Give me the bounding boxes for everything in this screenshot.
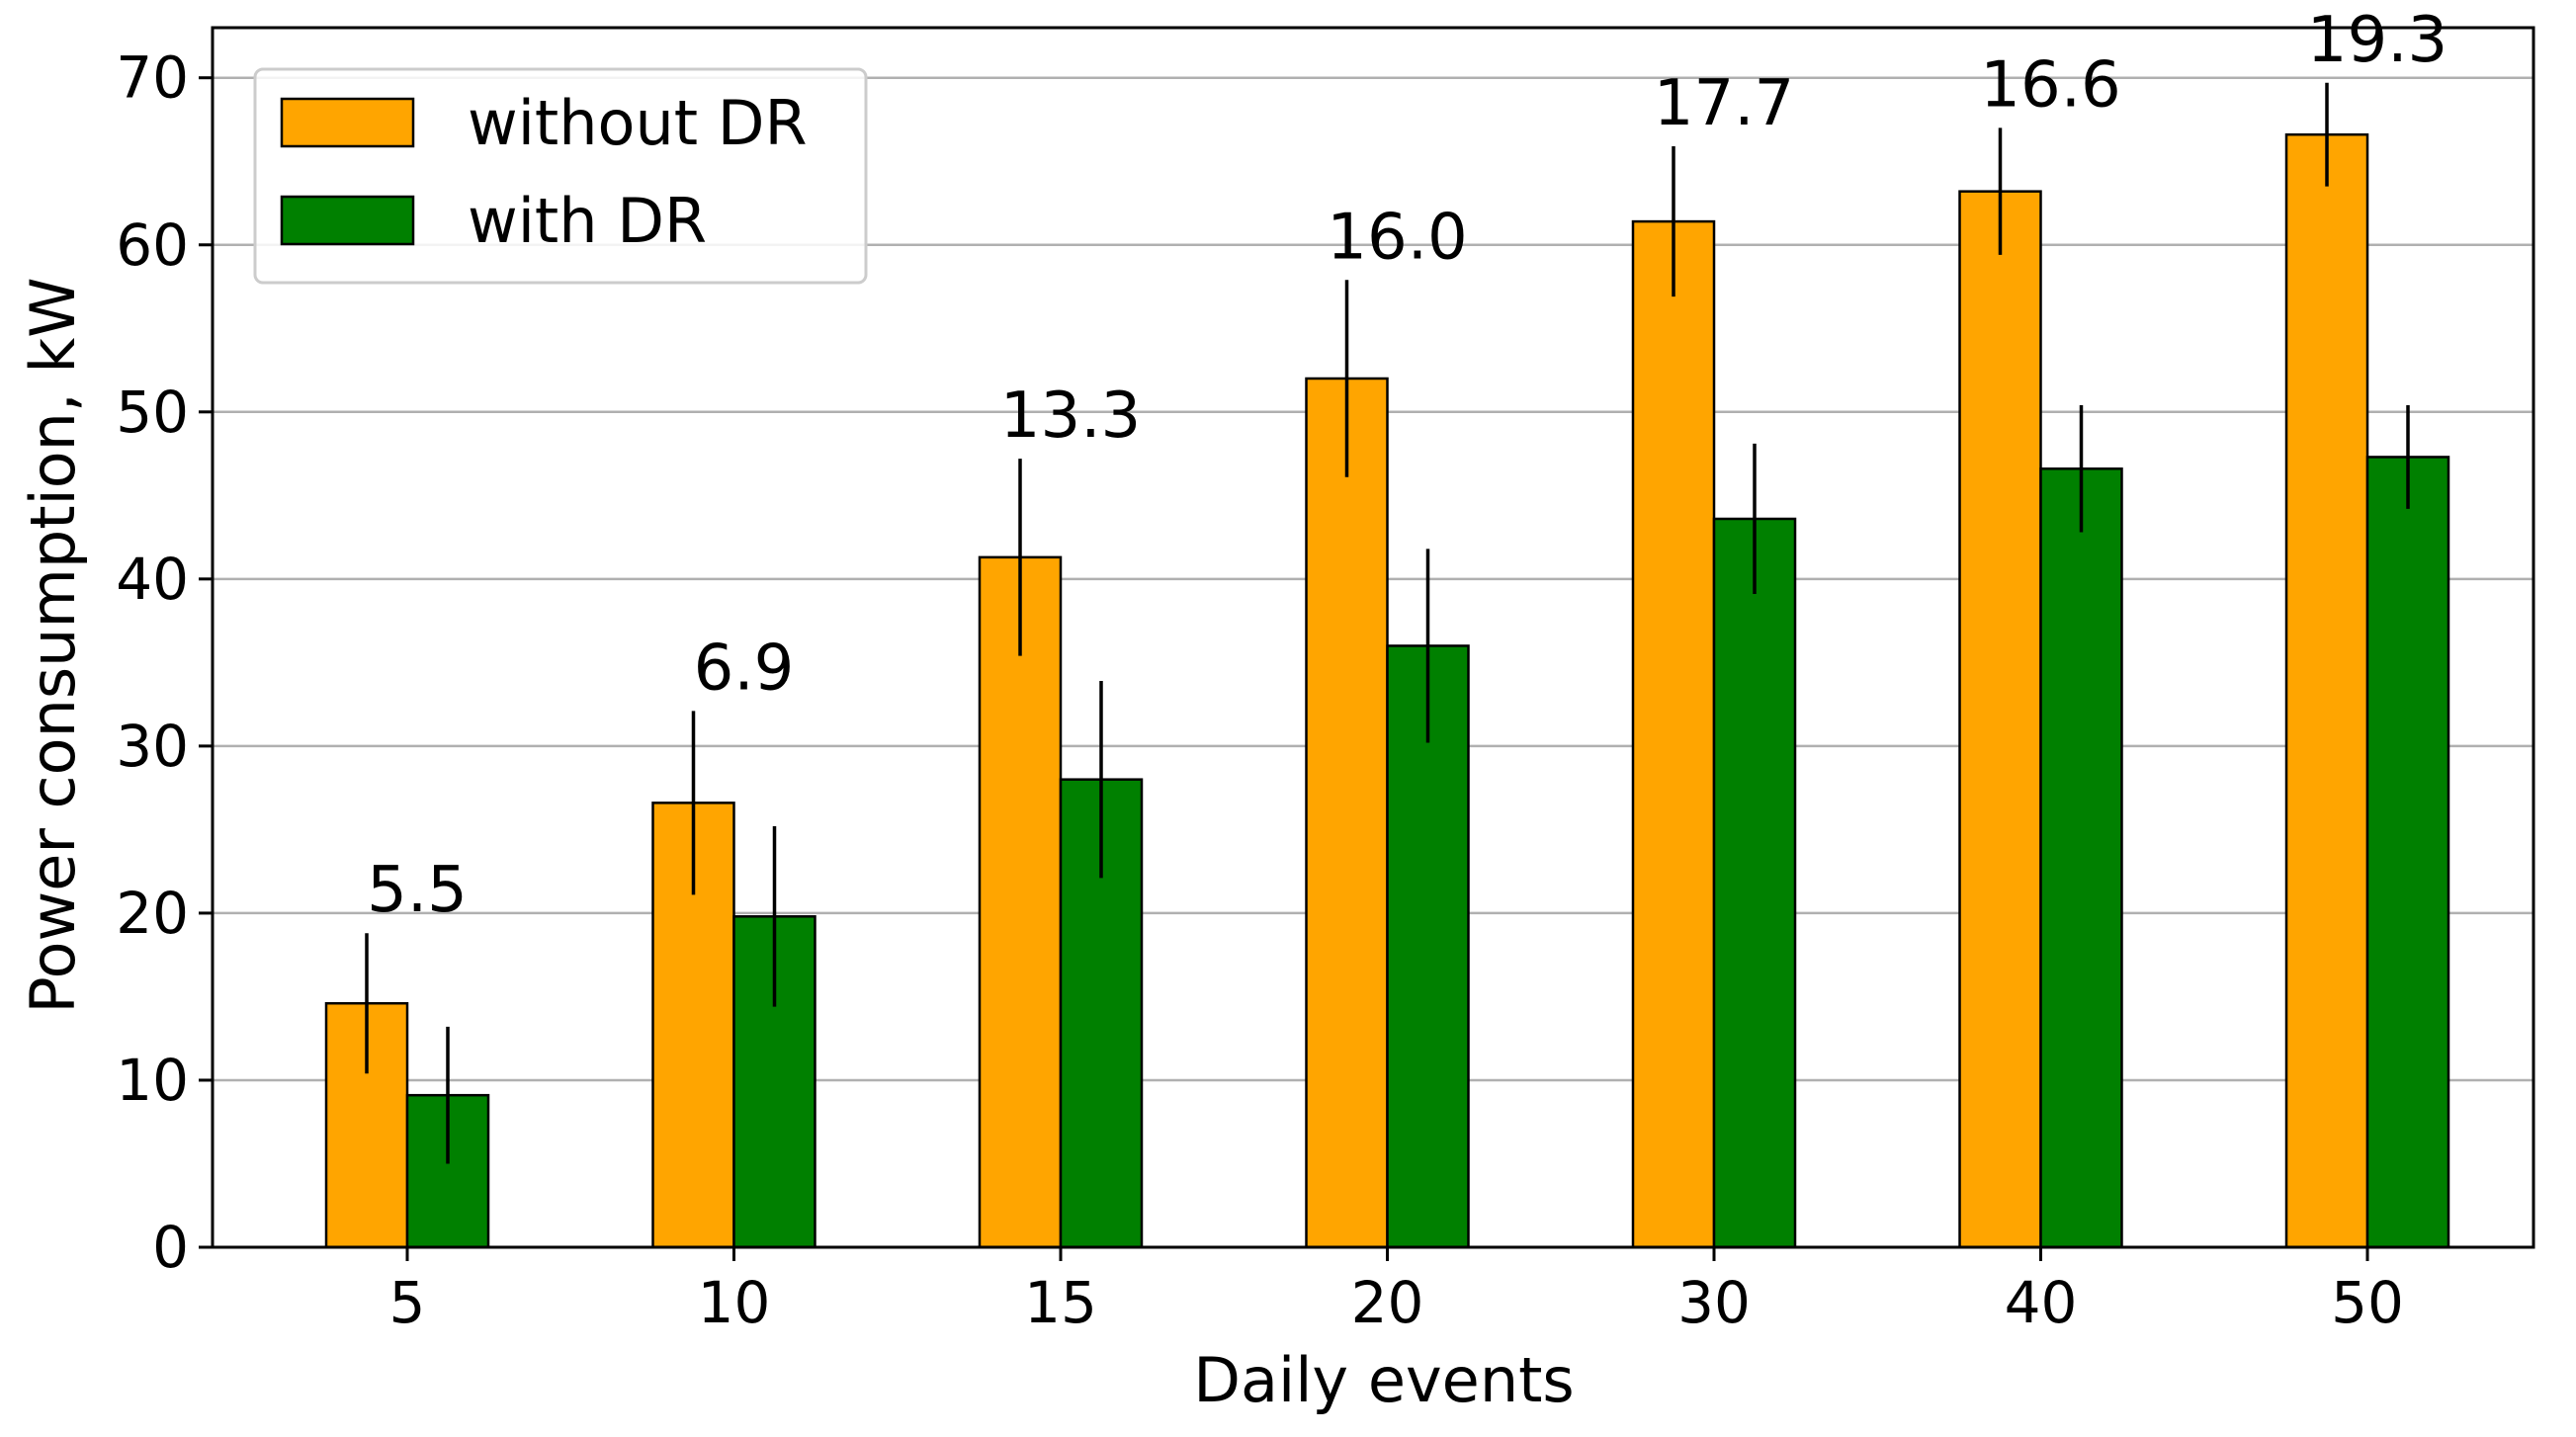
annotation-label: 17.7 <box>1654 67 1795 140</box>
annotation-label: 16.0 <box>1327 201 1468 274</box>
legend-label-with-dr: with DR <box>468 185 707 257</box>
x-tick-label: 10 <box>698 1269 771 1336</box>
x-tick-label: 20 <box>1351 1269 1424 1336</box>
y-tick-label: 0 <box>152 1214 189 1281</box>
bars <box>324 132 2450 1249</box>
y-tick-label: 20 <box>116 880 189 947</box>
x-tick-label: 40 <box>2005 1269 2078 1336</box>
annotation-label: 19.3 <box>2307 4 2448 77</box>
x-axis-ticks: 5 10 15 20 30 40 50 <box>389 1247 2404 1336</box>
y-tick-label: 40 <box>116 546 189 613</box>
y-axis-label: Power consumption, kW <box>17 277 89 1013</box>
plot-frame <box>211 26 2535 1249</box>
bar-annotations: 5.5 6.9 13.3 16.0 17.7 16.6 19.3 <box>367 4 2447 927</box>
legend-label-without-dr: without DR <box>468 87 808 159</box>
y-tick-label: 50 <box>116 379 189 446</box>
annotation-label: 16.6 <box>1980 48 2121 122</box>
x-tick-label: 50 <box>2331 1269 2404 1336</box>
y-axis-ticks: 0 10 20 30 40 50 60 70 <box>116 44 213 1281</box>
x-tick-label: 15 <box>1024 1269 1097 1336</box>
y-tick-label: 10 <box>116 1047 189 1114</box>
y-tick-label: 70 <box>116 44 189 112</box>
y-tick-label: 60 <box>116 211 189 279</box>
annotation-label: 13.3 <box>1000 380 1142 453</box>
annotation-label: 6.9 <box>694 632 795 705</box>
bar-without-dr <box>2284 132 2369 1249</box>
bar-without-dr <box>1305 377 1389 1249</box>
x-tick-label: 5 <box>389 1269 426 1336</box>
legend-swatch-with-dr <box>280 195 415 246</box>
x-axis-label: Daily events <box>1193 1344 1574 1416</box>
bar-without-dr <box>1631 219 1716 1249</box>
bar-with-dr <box>1712 517 1797 1249</box>
x-tick-label: 30 <box>1677 1269 1751 1336</box>
bar-with-dr <box>2365 456 2450 1249</box>
bar-without-dr <box>1958 190 2042 1249</box>
bar-without-dr <box>978 555 1063 1249</box>
annotation-label: 5.5 <box>367 854 468 927</box>
error-bars <box>365 82 2410 1164</box>
legend-swatch-without-dr <box>280 97 415 148</box>
bar-with-dr <box>2039 467 2123 1249</box>
legend: without DR with DR <box>253 67 868 285</box>
y-tick-label: 30 <box>116 713 189 780</box>
